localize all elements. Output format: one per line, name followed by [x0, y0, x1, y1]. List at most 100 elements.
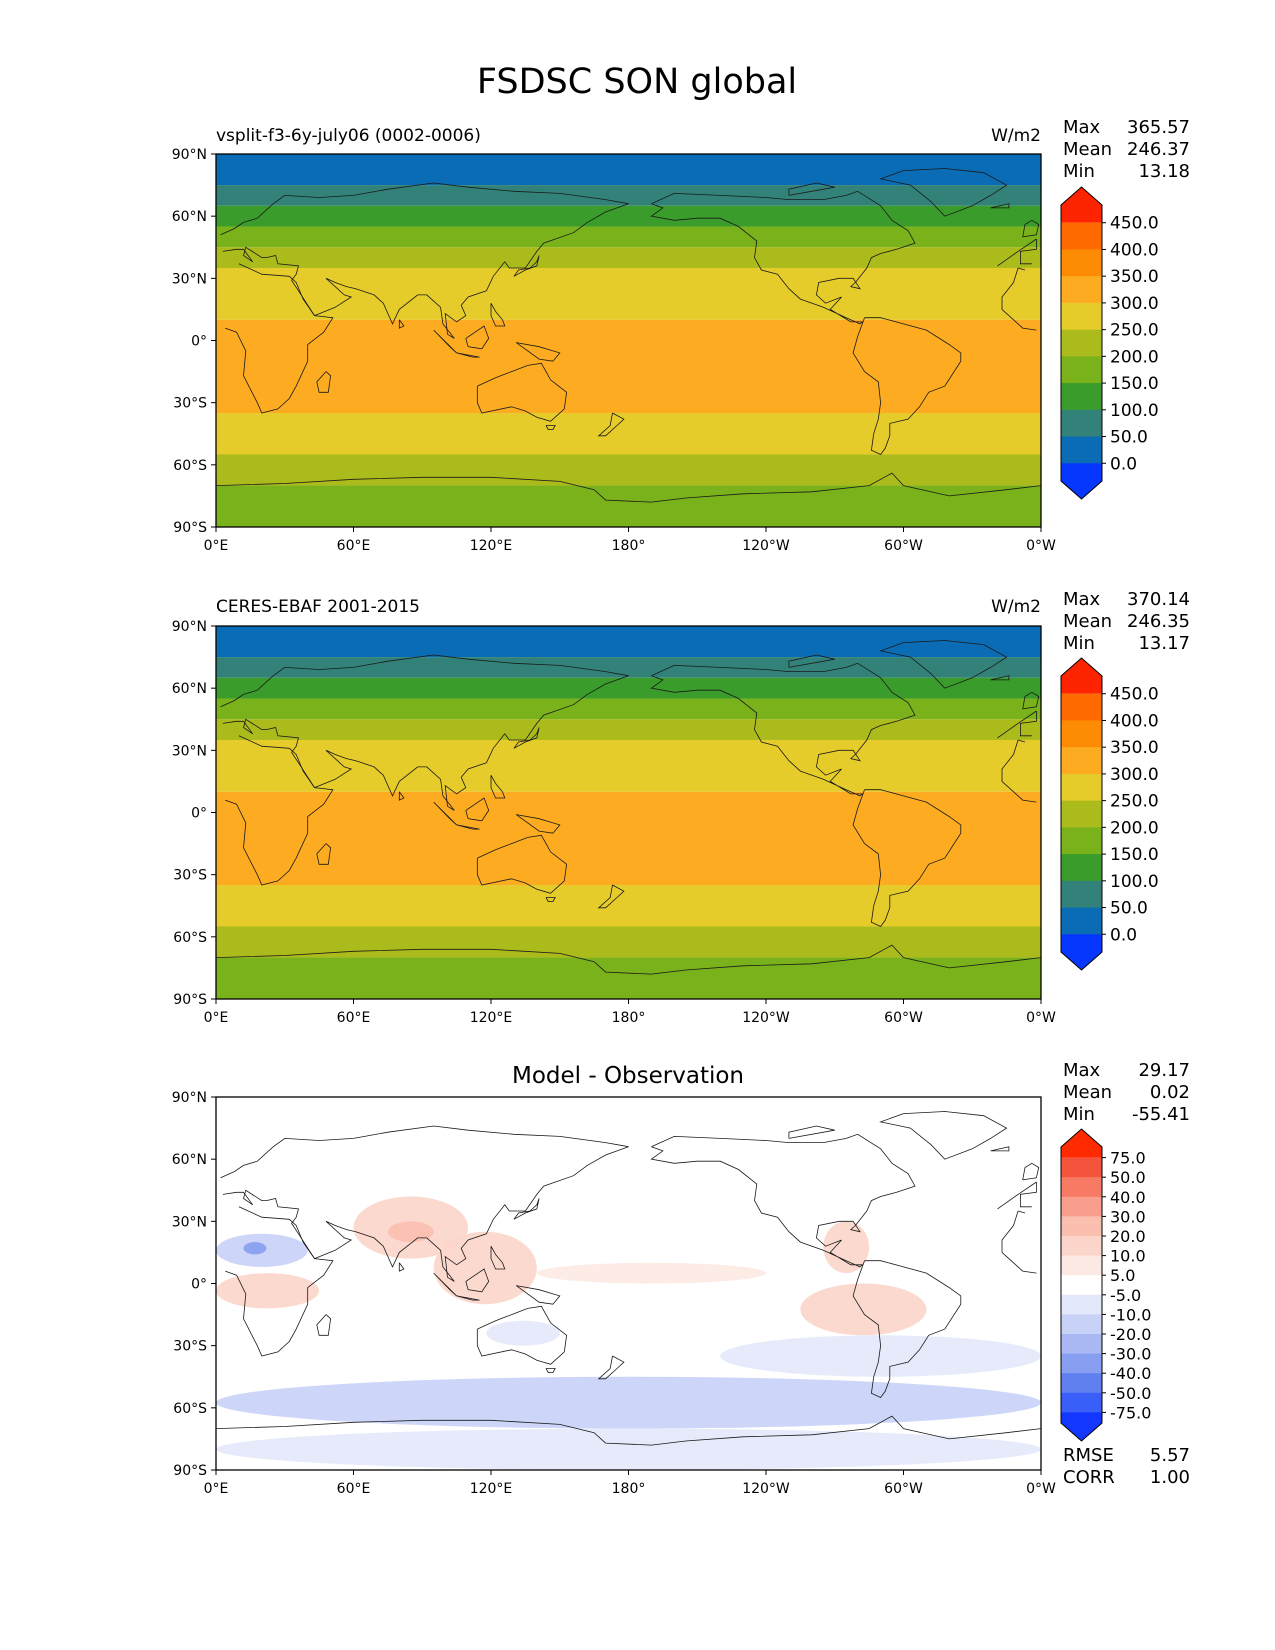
- colorbar-segment: [1061, 827, 1102, 855]
- field-band: [216, 657, 1041, 678]
- stat-label: Max: [1063, 1060, 1101, 1081]
- panel-observation: CERES-EBAF 2001-2015 W/m2 90°N 60°N 30°N 0°…: [172, 589, 1190, 1026]
- stat-value: 5.57: [1150, 1445, 1190, 1466]
- y-axis-ticks: 90°N 60°N 30°N 0° 30°S 60°S 90°S: [172, 619, 216, 1008]
- coastline: [650, 190, 916, 325]
- coastline: [225, 735, 1037, 886]
- coastline: [515, 342, 561, 362]
- colorbar-tick-label: 200.0: [1110, 347, 1159, 367]
- colorbar-tick-label: -5.0: [1110, 1286, 1141, 1305]
- y-tick-label: 90°S: [173, 992, 207, 1008]
- coastline: [220, 182, 1037, 267]
- y-tick-label: 60°S: [173, 930, 207, 946]
- coastline: [433, 801, 457, 826]
- coastlines: [216, 1111, 1041, 1446]
- colorbar-segment: [1061, 1294, 1102, 1315]
- colorbar-tick-label: 200.0: [1110, 818, 1159, 838]
- panel-left-label: vsplit-f3-6y-july06 (0002-0006): [216, 126, 481, 146]
- coastline: [879, 1111, 1008, 1160]
- anomaly-region: [216, 1428, 1041, 1470]
- colorbar-tick-label: 0.0: [1110, 454, 1137, 474]
- colorbar-extend-min: [1061, 463, 1102, 499]
- y-tick-label: 60°N: [172, 1152, 207, 1168]
- stat-value: 370.14: [1127, 589, 1190, 610]
- colorbar-segment: [1061, 720, 1102, 748]
- y-axis-ticks: 90°N 60°N 30°N 0° 30°S 60°S 90°S: [172, 147, 216, 536]
- colorbar-tick-label: 150.0: [1110, 845, 1159, 865]
- anomaly-region: [433, 1231, 537, 1305]
- colorbar-tick-label: 100.0: [1110, 401, 1159, 421]
- anomaly-region: [243, 1242, 267, 1255]
- coastline: [852, 789, 962, 927]
- coastline: [545, 425, 556, 430]
- anomaly-region: [720, 1335, 1041, 1377]
- coastline: [456, 352, 480, 358]
- colorbar-tick-label: 5.0: [1110, 1266, 1135, 1285]
- stat-label: Mean: [1063, 139, 1112, 160]
- colorbar-segment: [1061, 276, 1102, 304]
- colorbar-segment: [1061, 1334, 1102, 1355]
- coastline: [990, 1146, 1010, 1152]
- coastline: [216, 472, 1041, 503]
- colorbar-extend-min: [1061, 934, 1102, 970]
- colorbar-segment: [1061, 1373, 1102, 1394]
- y-tick-label: 30°N: [172, 1214, 207, 1230]
- stat-value: 13.18: [1138, 161, 1190, 182]
- colorbar-tick-label: 100.0: [1110, 872, 1159, 892]
- coastline: [597, 412, 625, 437]
- stat-label: RMSE: [1063, 1445, 1114, 1466]
- coastline: [225, 263, 1037, 414]
- colorbar-segment: [1061, 880, 1102, 909]
- colorbar-tick-label: 50.0: [1110, 428, 1148, 448]
- x-tick-label: 0°W: [1026, 1010, 1056, 1026]
- x-tick-label: 0°E: [204, 538, 229, 554]
- map-field: [216, 626, 1041, 999]
- coastline: [465, 325, 490, 350]
- x-tick-label: 60°E: [337, 1481, 371, 1497]
- colorbar-segment: [1061, 329, 1102, 357]
- field-band: [216, 677, 1041, 699]
- colorbar-tick-label: -20.0: [1110, 1325, 1151, 1344]
- anomaly-region: [216, 1273, 320, 1309]
- x-tick-label: 0°W: [1026, 1481, 1056, 1497]
- field-band: [216, 719, 1041, 740]
- coastline: [852, 1260, 962, 1398]
- x-axis-ticks: 0°E 60°E 120°E 180° 120°W 60°W 0°W: [204, 1470, 1056, 1497]
- field-band: [216, 247, 1041, 268]
- coastline: [788, 182, 835, 196]
- stat-value: 13.17: [1138, 633, 1190, 654]
- field-band: [216, 626, 1041, 658]
- anomaly-region: [823, 1221, 870, 1274]
- coastline: [398, 791, 405, 801]
- panel-model: vsplit-f3-6y-july06 (0002-0006) W/m2 90°…: [172, 117, 1190, 554]
- anomaly-region: [800, 1283, 927, 1336]
- coastline: [788, 654, 835, 668]
- stat-label: CORR: [1063, 1467, 1115, 1488]
- colorbar-segment: [1061, 1353, 1102, 1374]
- field-band: [216, 267, 1041, 320]
- coastline: [650, 662, 916, 797]
- colorbar-segment: [1061, 747, 1102, 775]
- panel-title: Model - Observation: [512, 1063, 744, 1089]
- x-tick-label: 180°: [612, 1010, 646, 1026]
- stat-label: Min: [1063, 1104, 1095, 1125]
- coastlines: [216, 168, 1041, 503]
- anomaly-region: [387, 1221, 434, 1243]
- map-field: [216, 154, 1041, 527]
- colorbar-segment: [1061, 693, 1102, 721]
- colorbar-tick-label: 0.0: [1110, 925, 1137, 945]
- colorbar-tick-label: 40.0: [1110, 1188, 1146, 1207]
- colorbar-tick-label: 450.0: [1110, 685, 1159, 705]
- x-tick-label: 120°W: [742, 538, 790, 554]
- colorbar-segment: [1061, 249, 1102, 277]
- coastline: [545, 897, 556, 902]
- coastline: [990, 203, 1010, 209]
- stat-value: 1.00: [1150, 1467, 1190, 1488]
- colorbar: 450.0 400.0 350.0 300.0 250.0 200.0 150.0 100.0…: [1060, 186, 1159, 500]
- colorbar-segment: [1061, 1392, 1102, 1413]
- field-band: [216, 205, 1041, 227]
- colorbar-extend-max: [1061, 187, 1102, 223]
- colorbar-tick-label: 250.0: [1110, 792, 1159, 812]
- y-tick-label: 90°N: [172, 619, 207, 635]
- x-tick-label: 60°W: [884, 538, 923, 554]
